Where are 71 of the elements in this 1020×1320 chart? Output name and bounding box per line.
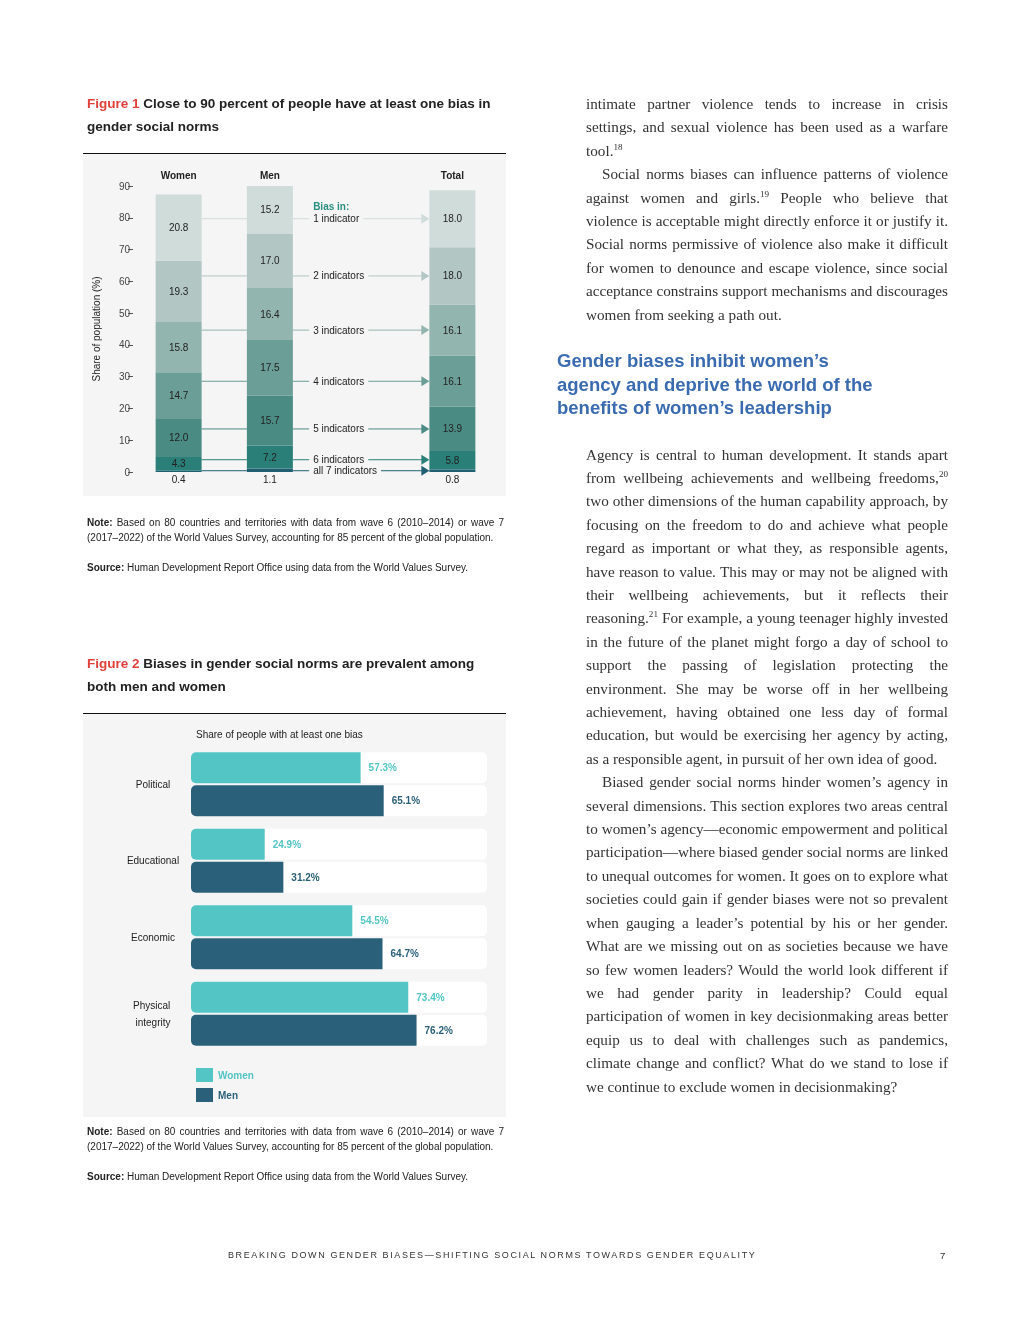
y-tick-label: 30 bbox=[118, 371, 131, 383]
data-label: 76.2% bbox=[424, 1024, 454, 1036]
y-tick-label: 20 bbox=[118, 402, 131, 414]
text: Social norms biases can influence patterns of violence against women and girls.$^{19}$ People who believe that violence is acceptable might directly enforce it or justify it. Social norms permissive of violence also make it difficult for women to denounce and escape violence, since social acceptance constrains support mechanisms and discourages women from seeking a path out. bbox=[586, 165, 948, 323]
legend-label: 4 indicators bbox=[313, 375, 365, 387]
x-tick-label: Men bbox=[259, 169, 280, 181]
data-label: 15.7 bbox=[260, 415, 281, 427]
y-tick-label: Economic bbox=[131, 931, 175, 943]
data-label: 15.2 bbox=[260, 204, 281, 216]
y-tick-label: 80 bbox=[118, 212, 131, 224]
y-tick-label: 10 bbox=[118, 434, 131, 446]
data-label: 19.3 bbox=[168, 285, 189, 297]
data-label: 65.1% bbox=[391, 795, 421, 807]
x-tick-label: Total bbox=[440, 169, 465, 181]
data-label: 17.0 bbox=[260, 255, 281, 267]
text: Gender biases inhibit women’s agency and deprive the world of the benefits of women’s leadership bbox=[557, 349, 874, 420]
data-label: 14.7 bbox=[168, 390, 189, 402]
data-label: 16.1 bbox=[442, 324, 463, 336]
text: BREAKING DOWN GENDER BIASES—SHIFTING SOCIAL NORMS TOWARDS GENDER EQUALITY bbox=[228, 1250, 757, 1260]
data-label: 4.3 bbox=[171, 458, 187, 470]
data-label: 17.5 bbox=[260, 362, 281, 374]
legend-label: 3 indicators bbox=[313, 324, 365, 336]
data-label: 1.1 bbox=[262, 473, 278, 485]
data-label: 7.2 bbox=[262, 451, 278, 463]
y-tick-label: Political bbox=[135, 778, 171, 790]
chart-title: Figure 2 Biases in gender social norms are prevalent among both men and women bbox=[87, 655, 476, 696]
data-label: 15.8 bbox=[168, 341, 189, 353]
y-tick-label: Educational bbox=[126, 855, 180, 867]
legend-label: Women bbox=[218, 1069, 254, 1081]
data-label: 18.0 bbox=[442, 213, 463, 225]
y-tick-label: 0 bbox=[124, 466, 131, 478]
data-label: 31.2% bbox=[291, 871, 320, 883]
y-tick-label: 60 bbox=[118, 275, 131, 287]
x-tick-label: Women bbox=[160, 169, 197, 181]
text: Agency is central to human development. It stands apart from wellbeing achievements and wellbeing freedoms,$^{20}$ two other dimensions of the human capability approach, by focusing on the freedom to do and achieve what people regard as important or what they, as responsible agents, have reason to value. This may or may not be aligned with their wellbeing achievements, but it reflects their reasoning.$^{21}$ For example, a young teenager highly invested in the future of the planet might forgo a day of school to support the passing of legislation protecting the environment. She may be worse off in her wellbeing achievement, having obtained one less day of formal education, but would be exercising her agency by acting, as a responsible agent, in pursuit of her own idea of good. bbox=[586, 445, 948, 767]
y-tick-label: 50 bbox=[118, 307, 131, 319]
text: Note: Based on 80 countries and territories with data from wave 6 (2010–2014) or wave 7 (2017–2022) of the World Values Survey, accounting for 85 percent of the global population. bbox=[87, 516, 504, 545]
data-label: 12.0 bbox=[168, 432, 189, 444]
data-label: 16.4 bbox=[260, 308, 281, 320]
text: Note: Based on 80 countries and territories with data from wave 6 (2010–2014) or wave 7 (2017–2022) of the World Values Survey, accounting for 85 percent of the global population. bbox=[87, 1125, 504, 1154]
y-tick-label: Physical integrity bbox=[132, 999, 174, 1028]
legend-label: 6 indicators bbox=[313, 454, 365, 466]
y-tick-label: 40 bbox=[118, 339, 131, 351]
source-note: Source: Human Development Report Office using data from the World Values Survey. bbox=[87, 561, 470, 575]
data-label: 0.4 bbox=[171, 473, 187, 485]
data-label: 18.0 bbox=[442, 270, 463, 282]
data-label: 24.9% bbox=[272, 838, 302, 850]
text: 7 bbox=[940, 1250, 946, 1261]
data-label: 20.8 bbox=[168, 222, 189, 234]
data-label: 0.8 bbox=[445, 473, 460, 485]
legend-label: 5 indicators bbox=[313, 423, 365, 435]
text: intimate partner violence tends to increase in crisis settings, and sexual violence has been used as a warfare tool.$^{18}$ bbox=[586, 94, 948, 161]
chart-subtitle: Share of people with at least one bias bbox=[196, 728, 363, 740]
source-note: Source: Human Development Report Office using data from the World Values Survey. bbox=[87, 1170, 470, 1184]
legend-title: Bias in: bbox=[313, 201, 350, 213]
legend-label: Men bbox=[218, 1089, 238, 1101]
text: Biased gender social norms hinder women’s agency in several dimensions. This section explores two areas central to women’s agency—economic empowerment and political participation—where biased gender social norms are linked to unequal outcomes for women. It goes on to explore what societies could gain if gender biases were not so prevalent when gauging a leader’s potential by his or her gender. What are we missing out on as societies because we have so few women leaders? Would the world look different if we had gender parity in leadership? Could equal participation of women in key decisionmaking areas better equip us to deal with challenges such as pandemics, climate change and conflict? What do we stand to lose if we continue to exclude women in decisionmaking? bbox=[586, 773, 948, 1095]
y-tick-label: 90 bbox=[118, 180, 131, 192]
data-label: 13.9 bbox=[442, 423, 463, 435]
chart-title: Figure 1 Close to 90 percent of people have at least one bias in gender social norms bbox=[87, 95, 492, 136]
data-label: 73.4% bbox=[416, 991, 445, 1003]
y-tick-label: 70 bbox=[118, 244, 131, 256]
data-label: 5.8 bbox=[445, 454, 460, 466]
legend-label: 1 indicator bbox=[313, 213, 360, 225]
data-label: 64.7% bbox=[390, 948, 419, 960]
legend-label: 2 indicators bbox=[313, 270, 365, 282]
data-label: 54.5% bbox=[360, 915, 389, 927]
data-label: 16.1 bbox=[442, 375, 463, 387]
legend-label: all 7 indicators bbox=[313, 465, 378, 477]
y-axis-title: Share of population (%) bbox=[90, 276, 102, 382]
data-label: 57.3% bbox=[368, 762, 398, 774]
